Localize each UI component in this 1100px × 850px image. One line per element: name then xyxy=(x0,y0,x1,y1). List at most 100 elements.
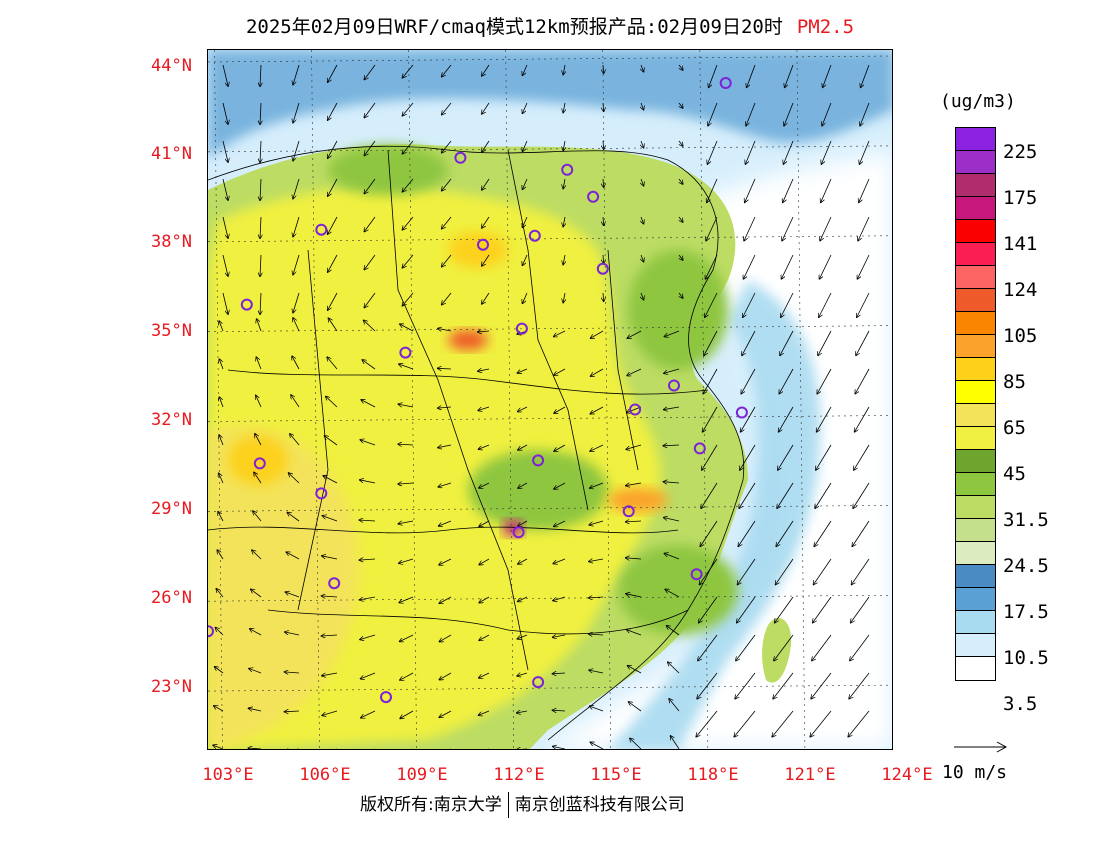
wind-vector-arrow xyxy=(214,667,224,674)
wind-vector-arrow xyxy=(322,710,338,716)
wind-vector-arrow xyxy=(746,102,756,126)
city-marker xyxy=(380,691,392,704)
wind-vector-arrow xyxy=(399,596,414,603)
lat-label-26n: 26°N xyxy=(151,588,192,608)
wind-vector-arrow xyxy=(823,64,832,88)
wind-vector-arrow xyxy=(255,434,262,446)
wind-vector-arrow xyxy=(696,710,718,737)
wind-vector-arrow xyxy=(783,140,794,164)
wind-vector-arrow xyxy=(219,321,224,332)
wind-vector-arrow xyxy=(563,64,565,75)
wind-vector-arrow xyxy=(554,368,566,375)
wind-vector-arrow xyxy=(818,330,832,356)
colorbar-swatch xyxy=(956,611,995,634)
wind-vector-arrow xyxy=(437,368,452,369)
lon-label-121e: 121°E xyxy=(784,765,836,785)
wind-vector-arrow xyxy=(284,672,300,673)
wind-vector-arrow xyxy=(859,140,870,164)
wind-vector-arrow xyxy=(852,520,870,547)
wind-vector-arrow xyxy=(518,520,528,526)
wind-vector-arrow xyxy=(563,216,565,227)
wind-vector-arrow xyxy=(603,216,604,226)
wind-vector-arrow xyxy=(328,178,338,196)
wind-vector-arrow xyxy=(478,444,490,449)
pollutant-name: PM2.5 xyxy=(796,16,855,38)
wind-vector-arrow xyxy=(702,406,718,432)
wind-vector-arrow xyxy=(854,406,870,432)
wind-vector-arrow xyxy=(402,254,414,268)
colorbar-swatch xyxy=(956,381,995,404)
city-marker xyxy=(399,346,412,359)
wind-vector-arrow xyxy=(553,520,566,527)
colorbar-swatch xyxy=(956,220,995,243)
lat-label-41n: 41°N xyxy=(151,144,192,164)
wind-vector-arrow xyxy=(398,483,414,484)
wind-vector-arrow xyxy=(291,395,300,408)
wind-vector-arrow xyxy=(780,330,794,356)
chengdu-hotspot xyxy=(228,435,288,485)
city-marker xyxy=(208,625,214,638)
wind-vector-arrow xyxy=(702,444,718,470)
wind-vector-arrow xyxy=(590,368,604,376)
wind-vector-arrow xyxy=(552,673,566,674)
wind-vector-arrow xyxy=(641,140,644,148)
wind-vector-arrow xyxy=(641,102,644,110)
latitude-gridline xyxy=(208,684,892,692)
wind-vector-arrow xyxy=(853,482,870,509)
wind-vector-arrow xyxy=(552,710,566,711)
wind-vector-arrow xyxy=(477,331,490,332)
city-marker xyxy=(629,403,642,416)
wind-vector-arrow xyxy=(479,520,490,527)
colorbar-swatch xyxy=(956,312,995,335)
wind-vector-arrow xyxy=(442,178,452,191)
city-marker xyxy=(477,238,489,251)
wind-vector-arrow xyxy=(563,140,565,151)
wind-vector-arrow xyxy=(293,216,300,237)
city-marker xyxy=(596,262,609,275)
wind-vector-arrow xyxy=(627,330,642,338)
wind-vector-arrow xyxy=(773,672,794,699)
wind-vector-arrow xyxy=(709,64,718,88)
wind-vector-arrow xyxy=(670,736,680,749)
wind-vector-arrow xyxy=(641,64,644,72)
wind-vector-arrow xyxy=(588,634,604,635)
legend-unit: (ug/m3) xyxy=(940,91,1016,112)
wind-vector-arrow xyxy=(858,216,870,241)
city-marker xyxy=(315,223,328,236)
map-title: 2025年02月09日WRF/cmaq模式12km预报产品:02月09日20时 P… xyxy=(0,12,1100,39)
city-marker xyxy=(328,577,341,590)
wind-vector-arrow xyxy=(222,292,228,314)
wind-vector-arrow xyxy=(706,216,718,241)
wind-vector-arrow xyxy=(626,483,642,486)
wind-vector-arrow xyxy=(522,216,528,228)
wind-vector-arrow xyxy=(857,292,870,318)
wind-vector-arrow xyxy=(589,706,604,712)
wind-vector-arrow xyxy=(522,254,528,266)
wind-vector-arrow xyxy=(402,292,414,306)
wind-vector-arrow xyxy=(442,292,452,305)
city-marker xyxy=(668,379,680,392)
wind-vector-arrow xyxy=(359,559,376,560)
wind-vector-arrow xyxy=(250,629,262,636)
colorbar-swatch xyxy=(956,634,995,657)
wind-vector-arrow xyxy=(705,254,718,279)
city-marker xyxy=(690,568,703,581)
wind-vector-arrow xyxy=(563,178,565,189)
wind-vector-arrow xyxy=(626,444,642,449)
wind-vector-arrow xyxy=(328,216,338,234)
wind-vector-arrow xyxy=(290,434,300,446)
wind-vector-arrow xyxy=(589,482,604,488)
lon-label-109e: 109°E xyxy=(396,765,448,785)
wind-vector-arrow xyxy=(442,102,452,115)
wind-vector-arrow xyxy=(813,596,832,623)
wind-vector-arrow xyxy=(361,710,376,718)
wind-vector-arrow xyxy=(590,406,604,414)
wind-vector-arrow xyxy=(779,368,794,394)
wind-vector-arrow xyxy=(679,102,683,108)
wind-vector-arrow xyxy=(743,254,756,279)
wind-vector-arrow xyxy=(479,672,490,678)
wind-vector-arrow xyxy=(219,397,224,408)
wind-vector-arrow xyxy=(697,672,718,699)
wind-vector-arrow xyxy=(554,444,566,451)
wind-vector-arrow xyxy=(641,292,644,300)
